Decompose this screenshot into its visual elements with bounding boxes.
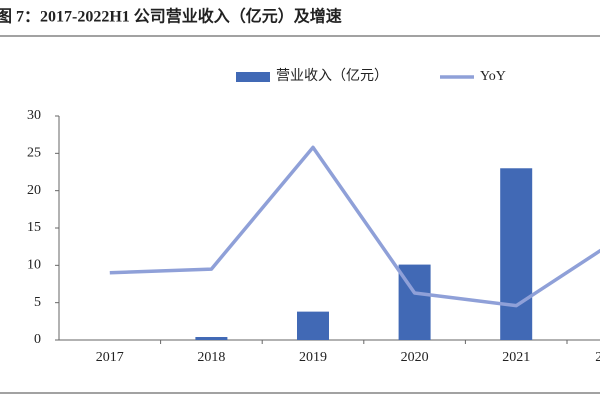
bar: [500, 168, 533, 340]
x-tick-label: 2019: [299, 350, 327, 365]
x-tick-label: 2022H1: [595, 350, 600, 365]
line: [109, 145, 600, 308]
x-tick-label: 2020: [401, 350, 429, 365]
y-tick-label: 5: [34, 295, 41, 310]
bar: [195, 337, 228, 340]
legend-label: 营业收入（亿元）: [276, 68, 388, 84]
legend-swatch: [236, 72, 270, 82]
y-tick-label: 15: [27, 220, 41, 235]
y-tick-label: 25: [27, 146, 41, 161]
y-tick-label: 10: [27, 258, 41, 273]
x-tick-label: 2017: [96, 350, 124, 365]
legend-label: YoY: [480, 69, 506, 84]
y-tick-label: 0: [34, 332, 41, 347]
y-tick-label: 30: [27, 108, 41, 123]
bar: [297, 311, 329, 340]
y-tick-label: 20: [27, 183, 41, 198]
x-tick-label: 2021: [502, 350, 530, 365]
x-tick-label: 2018: [197, 350, 225, 365]
chart-title: 图 7：2017-2022H1 公司营业收入（亿元）及增速: [0, 7, 342, 26]
